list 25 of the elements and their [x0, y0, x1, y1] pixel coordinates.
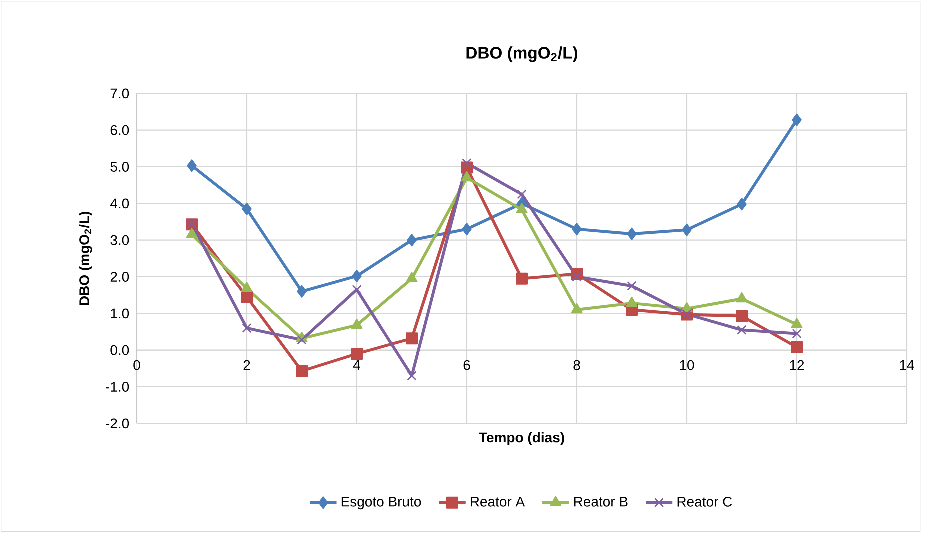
x-tick-label: 2 — [244, 360, 250, 370]
legend-label: Reator A — [471, 497, 526, 507]
y-axis-title: DBO (mgO$_{2}$/L) — [79, 212, 92, 306]
legend-label: Esgoto Bruto — [342, 497, 422, 510]
x-tick-label: 10 — [680, 360, 694, 370]
y-tick-label: 0.0 — [110, 345, 130, 356]
x-axis-title: Tempo (dias) — [479, 432, 564, 446]
y-tick-label: 6.0 — [110, 125, 130, 136]
chart-title: DBO (mgO$_{2}$/L) — [466, 46, 578, 62]
x-tick-label: 8 — [574, 360, 580, 370]
y-tick-label: -1.0 — [106, 382, 130, 392]
y-tick-label: 3.0 — [110, 235, 130, 246]
y-tick-label: 2.0 — [110, 272, 130, 282]
y-tick-label: 5.0 — [110, 162, 130, 172]
x-tick-label: 0 — [134, 360, 140, 370]
x-tick-label: 14 — [900, 360, 914, 370]
x-tick-label: 12 — [790, 360, 804, 370]
legend-label: Reator B — [574, 497, 628, 507]
y-tick-label: -2.0 — [106, 418, 130, 429]
legend-label: Reator C — [678, 496, 732, 507]
y-tick-label: 7.0 — [110, 88, 130, 99]
y-tick-label: 4.0 — [110, 198, 130, 209]
x-tick-label: 6 — [464, 360, 470, 370]
x-tick-label: 4 — [353, 360, 360, 370]
y-tick-label: 1.0 — [111, 308, 130, 319]
